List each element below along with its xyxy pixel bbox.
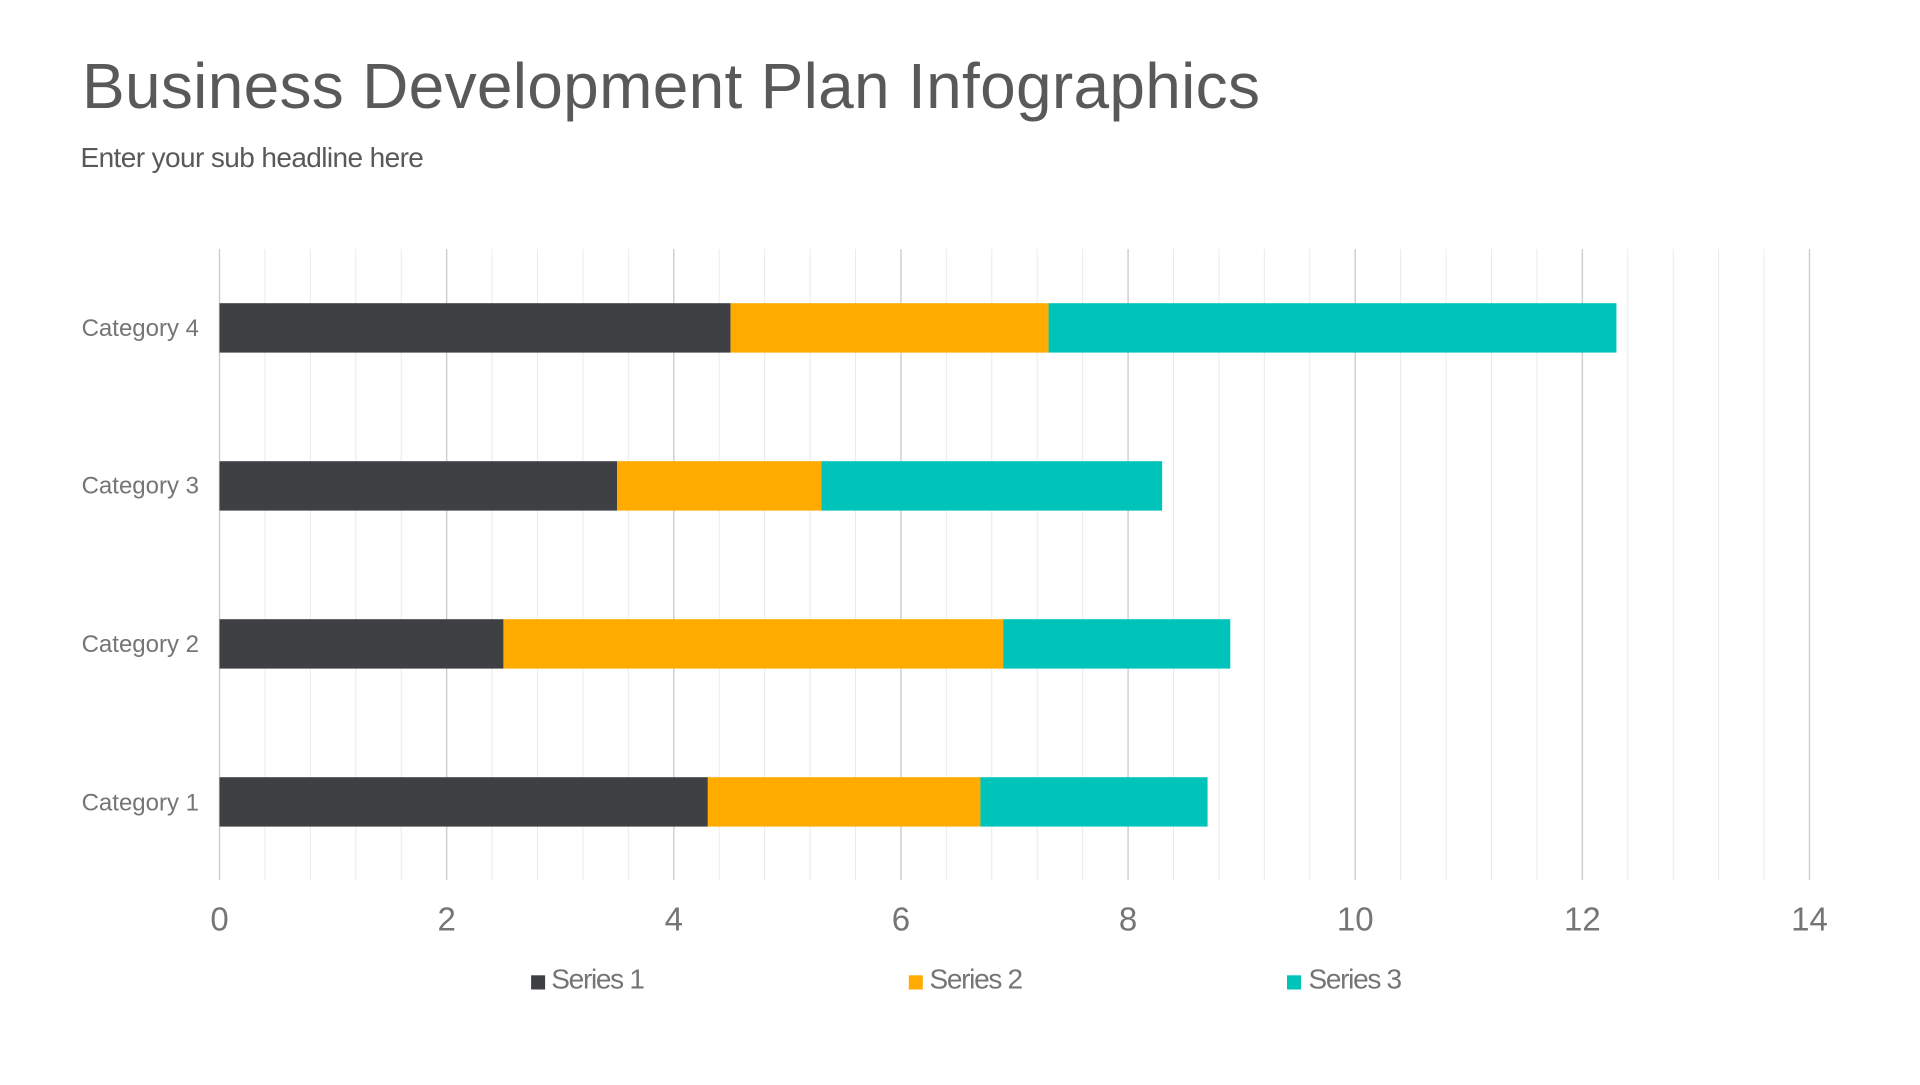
svg-text:Category 4: Category 4: [82, 315, 199, 342]
svg-text:10: 10: [1337, 900, 1374, 937]
svg-text:12: 12: [1564, 900, 1601, 937]
svg-text:2: 2: [437, 900, 455, 937]
svg-text:Category 2: Category 2: [82, 631, 199, 658]
svg-text:8: 8: [1119, 900, 1137, 937]
svg-text:Category 1: Category 1: [82, 790, 199, 817]
svg-text:Series 1: Series 1: [551, 964, 644, 995]
svg-text:Category 3: Category 3: [82, 473, 199, 500]
svg-text:6: 6: [892, 900, 910, 937]
svg-text:Series 2: Series 2: [930, 964, 1023, 995]
svg-text:Business Development Plan Info: Business Development Plan Infographics: [82, 50, 1260, 122]
svg-text:Series 3: Series 3: [1309, 964, 1402, 995]
svg-text:4: 4: [665, 900, 683, 937]
svg-text:0: 0: [210, 900, 228, 937]
svg-text:14: 14: [1791, 900, 1828, 937]
svg-text:Enter your sub headline here: Enter your sub headline here: [81, 142, 424, 173]
